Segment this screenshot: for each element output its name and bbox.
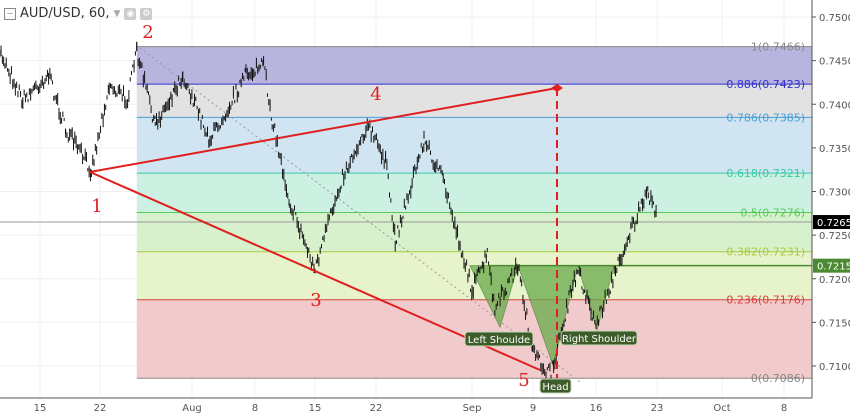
wave-label-4: 4 xyxy=(370,84,381,105)
time-tick-label: 9 xyxy=(530,403,536,414)
fib-band-0.886 xyxy=(136,84,813,118)
caret-down-icon[interactable]: ▼ xyxy=(113,8,121,19)
wave-label-3: 3 xyxy=(310,290,321,311)
fib-level-label: 1(0.7466) xyxy=(751,41,805,54)
time-tick-label: 22 xyxy=(370,403,383,414)
symbol-title[interactable]: AUD/USD, 60, xyxy=(20,6,110,21)
time-tick-label: 16 xyxy=(590,403,603,414)
eye-icon[interactable]: ◉ xyxy=(124,7,137,20)
right-shoulder-label: Right Shoulder xyxy=(562,334,637,345)
time-tick-label: 8 xyxy=(252,403,258,414)
trend-line-1-4 xyxy=(89,87,558,173)
time-tick-label: 22 xyxy=(94,403,107,414)
fib-level-label: 0.618(0.7321) xyxy=(726,167,805,180)
fib-level-label: 0.886(0.7423) xyxy=(726,78,805,91)
price-axis xyxy=(812,0,850,414)
time-tick-label: 15 xyxy=(309,403,322,414)
fib-band-1 xyxy=(136,46,813,85)
head-label-box xyxy=(539,378,572,394)
fib-band-0.5 xyxy=(136,212,813,252)
fib-level-label: 0.382(0.7231) xyxy=(726,246,805,259)
dotted-trend-line xyxy=(139,47,581,383)
price-bars xyxy=(0,41,657,380)
left-shoulder-label: Left Shoulde xyxy=(468,335,530,346)
fib-band-0.786 xyxy=(136,117,813,174)
chart-header: − AUD/USD, 60, ▼ ◉ ⚙ xyxy=(4,6,153,21)
fib-level-label: 0.5(0.7276) xyxy=(740,206,805,219)
time-tick-label: Sep xyxy=(463,403,482,414)
time-tick-label: 15 xyxy=(34,403,47,414)
fib-level-label: 0.786(0.7385) xyxy=(726,111,805,124)
current-price-badge xyxy=(813,215,850,230)
gear-icon[interactable]: ⚙ xyxy=(140,7,153,20)
current-price-label: 0.7265 xyxy=(817,218,850,229)
target-arrow-icon xyxy=(551,84,563,92)
time-tick-label: Aug xyxy=(182,403,202,414)
fib-band-0.618 xyxy=(136,173,813,213)
wave-label-5: 5 xyxy=(518,370,529,391)
wave-label-1: 1 xyxy=(91,196,102,217)
fib-level-label: 0(0.7086) xyxy=(751,372,805,385)
time-tick-label: Oct xyxy=(713,403,730,414)
head-label: Head xyxy=(542,382,568,393)
neckline-price-badge xyxy=(813,258,850,273)
minus-square-icon[interactable]: − xyxy=(4,7,16,20)
wave-label-2: 2 xyxy=(142,22,153,43)
time-tick-label: 8 xyxy=(781,403,787,414)
neckline-price-label: 0.7215 xyxy=(817,262,850,273)
left-shoulder-label-box xyxy=(464,331,534,347)
right-shoulder-label-box xyxy=(560,330,638,346)
time-tick-label: 23 xyxy=(651,403,664,414)
fib-level-label: 0.236(0.7176) xyxy=(726,294,805,307)
